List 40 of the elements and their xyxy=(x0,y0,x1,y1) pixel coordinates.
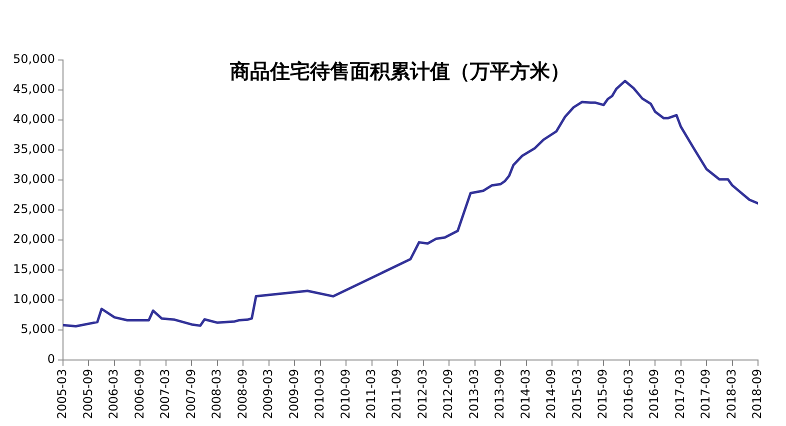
y-tick-label: 45,000 xyxy=(12,82,55,96)
x-tick-label: 2013-09 xyxy=(492,368,507,419)
x-tick-label: 2014-03 xyxy=(518,368,532,419)
x-tick-label: 2016-09 xyxy=(647,368,662,419)
y-tick-label: 50,000 xyxy=(12,52,55,66)
x-tick-label: 2018-09 xyxy=(750,368,764,419)
y-tick-label: 15,000 xyxy=(12,262,55,276)
y-tick-label: 0 xyxy=(47,352,55,366)
x-tick-label: 2010-09 xyxy=(338,368,352,419)
x-tick-label: 2010-03 xyxy=(312,368,327,419)
x-tick-label: 2008-09 xyxy=(235,368,250,419)
y-tick-label: 10,000 xyxy=(12,292,55,306)
x-tick-label: 2007-03 xyxy=(158,368,172,419)
y-tick-label: 40,000 xyxy=(12,112,55,126)
y-tick-label: 20,000 xyxy=(12,232,55,246)
x-tick-label: 2015-09 xyxy=(596,368,610,419)
x-tick-label: 2016-03 xyxy=(621,368,636,419)
x-tick-label: 2013-03 xyxy=(466,368,481,419)
x-tick-label: 2011-03 xyxy=(364,368,378,419)
y-tick-label: 30,000 xyxy=(12,172,55,186)
x-tick-label: 2006-09 xyxy=(132,368,146,419)
x-tick-label: 2015-03 xyxy=(570,368,584,419)
x-tick-label: 2012-09 xyxy=(441,368,456,419)
x-tick-label: 2014-09 xyxy=(544,368,558,419)
x-tick-label: 2009-03 xyxy=(261,368,276,419)
x-tick-label: 2005-09 xyxy=(80,368,95,419)
x-tick-label: 2017-09 xyxy=(698,368,713,419)
x-tick-label: 2007-09 xyxy=(184,368,198,419)
x-tick-label: 2005-03 xyxy=(55,368,70,419)
x-tick-label: 2006-03 xyxy=(106,368,121,419)
x-tick-label: 2009-09 xyxy=(286,368,301,419)
x-tick-label: 2018-03 xyxy=(724,368,738,419)
y-tick-label: 25,000 xyxy=(12,202,55,216)
x-tick-label: 2008-03 xyxy=(210,368,224,419)
x-tick-label: 2011-09 xyxy=(390,368,404,419)
x-tick-label: 2012-03 xyxy=(415,368,430,419)
y-tick-label: 5,000 xyxy=(20,322,55,336)
chart-title: 商品住宅待售面积累计值（万平方米） xyxy=(229,60,571,85)
x-tick-label: 2017-03 xyxy=(672,368,687,419)
y-tick-label: 35,000 xyxy=(12,142,55,156)
